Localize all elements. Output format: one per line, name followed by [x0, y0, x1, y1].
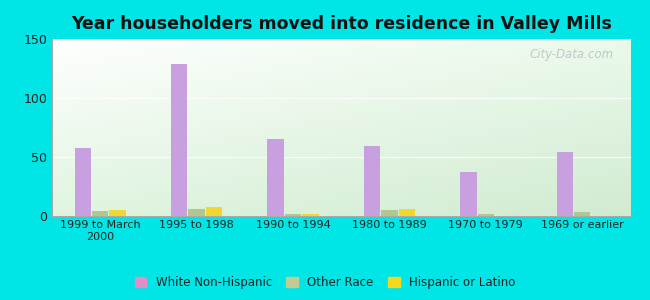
- Legend: White Non-Hispanic, Other Race, Hispanic or Latino: White Non-Hispanic, Other Race, Hispanic…: [130, 272, 520, 294]
- Bar: [109, 210, 125, 216]
- Bar: [364, 146, 380, 216]
- Bar: [268, 139, 284, 216]
- Bar: [188, 209, 205, 216]
- Bar: [171, 64, 187, 216]
- Bar: [75, 148, 91, 216]
- Bar: [206, 207, 222, 216]
- Bar: [574, 212, 590, 216]
- Bar: [460, 172, 476, 216]
- Bar: [302, 214, 318, 216]
- Bar: [398, 209, 415, 216]
- Bar: [92, 211, 109, 216]
- Title: Year householders moved into residence in Valley Mills: Year householders moved into residence i…: [71, 15, 612, 33]
- Bar: [285, 214, 301, 216]
- Bar: [557, 152, 573, 216]
- Bar: [382, 210, 398, 216]
- Bar: [478, 214, 494, 216]
- Text: City-Data.com: City-Data.com: [529, 48, 613, 61]
